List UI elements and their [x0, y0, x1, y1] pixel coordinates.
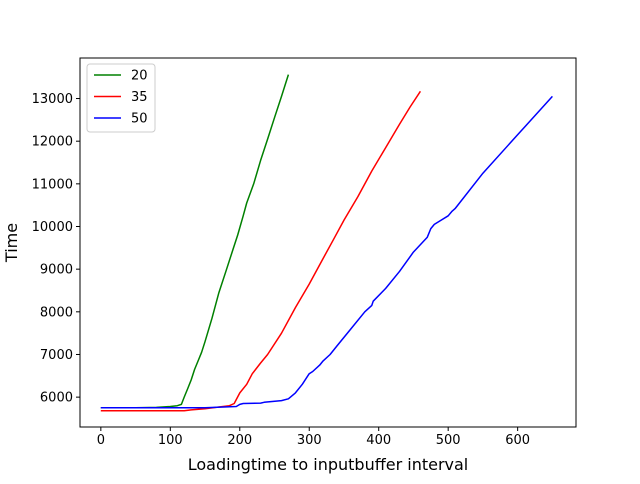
x-axis-label: Loadingtime to inputbuffer interval [188, 455, 469, 474]
y-tick-label: 10000 [32, 220, 73, 235]
series-line-35 [100, 90, 422, 412]
y-tick-label: 12000 [32, 135, 73, 150]
y-tick-label: 7000 [40, 348, 73, 363]
y-tick-label: 8000 [40, 305, 73, 320]
x-tick-label: 200 [227, 433, 252, 448]
legend: 20 35 50 [86, 63, 156, 133]
legend-frame [86, 63, 156, 133]
y-axis: 6000 7000 8000 9000 10000 11000 12000 13000 [32, 92, 80, 406]
legend-label-20: 20 [131, 69, 148, 84]
x-tick-label: 300 [297, 433, 322, 448]
series-layer [100, 74, 553, 412]
x-tick-label: 400 [366, 433, 391, 448]
legend-label-35: 35 [131, 90, 148, 105]
x-axis: 0 100 200 300 400 500 600 [97, 427, 530, 448]
y-tick-label: 11000 [32, 177, 73, 192]
plot-frame [79, 57, 577, 428]
y-tick-label: 6000 [40, 391, 73, 406]
y-tick-label: 9000 [40, 263, 73, 278]
y-tick-label: 13000 [32, 92, 73, 107]
x-tick-label: 100 [158, 433, 183, 448]
series-line-50 [100, 95, 553, 409]
y-axis-label: Time [2, 223, 21, 263]
legend-label-50: 50 [131, 112, 148, 127]
x-tick-label: 0 [97, 433, 105, 448]
series-line-20 [100, 74, 290, 409]
x-tick-label: 500 [436, 433, 461, 448]
x-tick-label: 600 [505, 433, 530, 448]
